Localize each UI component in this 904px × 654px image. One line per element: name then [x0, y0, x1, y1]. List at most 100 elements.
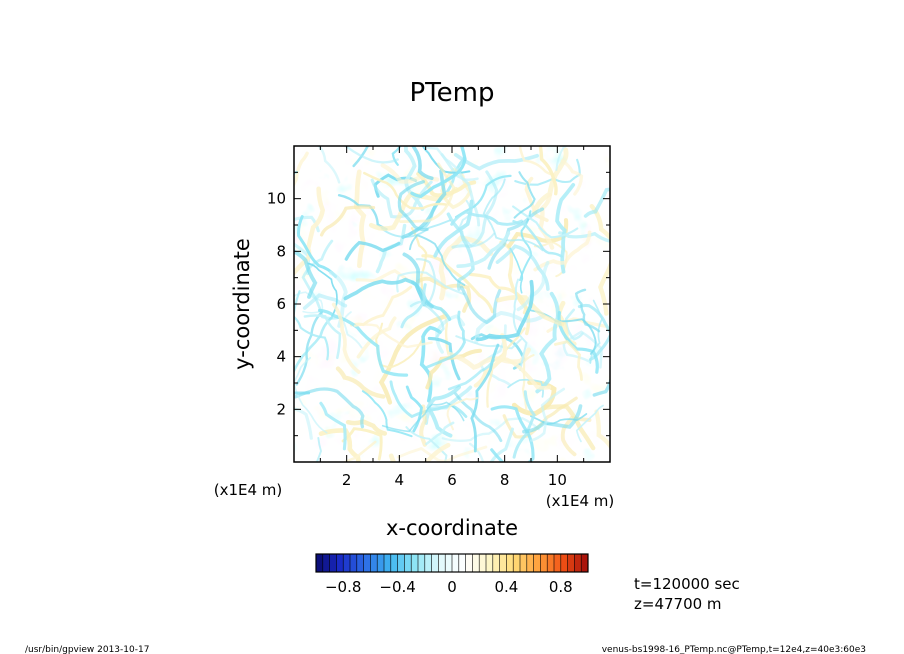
- heatmap-swirl: [328, 270, 348, 328]
- colorbar-cell: [567, 554, 575, 572]
- y-tick-label: 8: [276, 242, 286, 260]
- heatmap-swirl: [424, 146, 479, 181]
- footer-right: venus-bs1998-16_PTemp.nc@PTemp,t=12e4,z=…: [602, 645, 866, 654]
- colorbar-cell: [506, 554, 514, 572]
- heatmap-swirl: [317, 146, 341, 184]
- x-axis-ticks: 2 4 6 8 10: [319, 146, 585, 489]
- heatmap-swirl: [522, 404, 583, 434]
- y-tick-label: 2: [276, 400, 286, 418]
- heatmap-swirl: [411, 146, 434, 181]
- colorbar-cell: [513, 554, 521, 572]
- heatmap-swirl: [450, 210, 523, 226]
- colorbar-cell: [438, 554, 446, 572]
- colorbar-tick-label: 0.8: [549, 578, 573, 596]
- colorbar-cell: [418, 554, 426, 572]
- heatmap-swirl: [512, 219, 563, 258]
- colorbar-cell: [322, 554, 330, 572]
- heatmap-swirl: [560, 159, 584, 196]
- x-tick-label: 4: [395, 471, 405, 489]
- heatmap-swirl: [453, 152, 539, 171]
- heatmap-swirl: [490, 405, 535, 462]
- y-tick-label: 4: [276, 348, 286, 366]
- heatmap-swirl: [318, 428, 361, 462]
- heatmap-swirl: [470, 343, 500, 453]
- heatmap-swirl: [516, 260, 550, 312]
- heatmap-swirl: [378, 313, 448, 405]
- heatmap-swirl: [554, 340, 583, 381]
- footer-left: /usr/bin/gpview 2013-10-17: [25, 645, 149, 654]
- heatmap-swirls: [294, 146, 610, 462]
- heatmap-swirl: [459, 285, 502, 325]
- colorbar-cell: [458, 554, 466, 572]
- heatmap-swirl: [409, 300, 445, 339]
- heatmap-swirl: [454, 174, 512, 219]
- heatmap-swirl: [512, 390, 536, 459]
- colorbar-cell: [356, 554, 364, 572]
- heatmap-swirl: [331, 302, 361, 374]
- colorbar-cell: [431, 554, 439, 572]
- colorbar-cell: [581, 554, 589, 572]
- height-annotation: z=47700 m: [634, 595, 722, 613]
- heatmap-swirl: [592, 377, 610, 397]
- heatmap-swirl: [353, 323, 433, 349]
- heatmap-swirl: [294, 407, 313, 440]
- heatmap-swirl: [345, 419, 388, 436]
- x-tick-label: 10: [548, 471, 567, 489]
- heatmap-swirl: [489, 427, 514, 462]
- heatmap-swirl: [496, 294, 565, 327]
- heatmap-swirl: [400, 283, 427, 329]
- heatmap-field: [294, 146, 610, 462]
- x-axis-label: x-coordinate: [386, 516, 518, 540]
- colorbar-cell: [404, 554, 412, 572]
- heatmap-swirl: [368, 186, 459, 231]
- heatmap-swirl: [487, 207, 545, 270]
- heatmap-swirl: [425, 310, 466, 369]
- heatmap-swirl: [533, 230, 592, 272]
- colorbar-cell: [390, 554, 398, 572]
- y-tick-label: 6: [276, 295, 286, 313]
- heatmap-swirl: [512, 278, 528, 371]
- heatmap-swirl: [589, 204, 610, 316]
- colorbar-cell: [520, 554, 528, 572]
- x-axis-unit: (x1E4 m): [546, 492, 615, 510]
- colorbar-ticks: −0.8 −0.4 0 0.4 0.8: [325, 578, 573, 596]
- heatmap-swirl: [473, 333, 508, 388]
- heatmap-swirl: [440, 307, 450, 355]
- heatmap-swirl: [335, 366, 386, 399]
- heatmap-swirl: [577, 303, 610, 362]
- heatmap-swirl: [319, 401, 347, 451]
- heatmap-swirl: [342, 311, 363, 349]
- colorbar-cell: [486, 554, 494, 572]
- heatmap-swirl: [303, 314, 342, 360]
- heatmap-swirl: [344, 240, 401, 261]
- colorbar-cell: [472, 554, 480, 572]
- heatmap-swirl: [421, 146, 471, 174]
- heatmap-swirl: [396, 445, 488, 462]
- colorbar-cell: [533, 554, 541, 572]
- heatmap-swirl: [397, 180, 429, 232]
- colorbar-cell: [363, 554, 371, 572]
- heatmap-swirl: [343, 146, 399, 164]
- colorbar-cell: [465, 554, 473, 572]
- heatmap-swirl: [381, 401, 465, 433]
- x-tick-label: 8: [500, 471, 510, 489]
- heatmap-swirl: [575, 404, 604, 443]
- heatmap-swirl: [294, 151, 309, 188]
- colorbar-cell: [452, 554, 460, 572]
- colorbar-cell: [397, 554, 405, 572]
- heatmap-swirl: [538, 146, 558, 196]
- heatmap-swirl: [405, 426, 448, 462]
- chart-title: PTemp: [410, 78, 495, 108]
- heatmap-swirl: [504, 357, 552, 390]
- colorbar-cell: [350, 554, 358, 572]
- y-axis-unit: (x1E4 m): [214, 481, 283, 499]
- heatmap-swirl: [294, 316, 333, 374]
- heatmap-swirl: [511, 379, 557, 417]
- heatmap-swirl: [427, 336, 461, 381]
- heatmap-swirl: [456, 231, 511, 268]
- heatmap-swirl: [518, 146, 557, 177]
- heatmap-swirl: [447, 358, 495, 391]
- heatmap-swirl: [295, 310, 324, 386]
- colorbar-cell: [343, 554, 351, 572]
